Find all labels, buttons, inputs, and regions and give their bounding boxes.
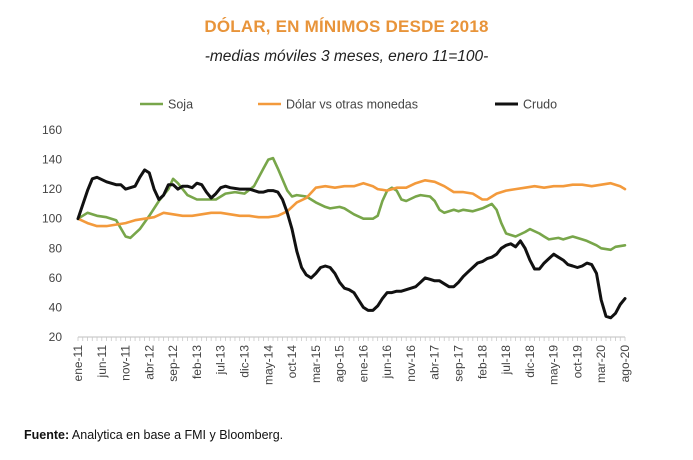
series-line-crudo [76, 168, 627, 320]
legend-label: Soja [168, 98, 193, 112]
chart-title: DÓLAR, EN MÍNIMOS DESDE 2018 [204, 17, 489, 36]
y-tick-label: 60 [49, 271, 63, 285]
y-tick-label: 140 [42, 153, 62, 167]
y-tick-label: 80 [49, 241, 63, 255]
y-tick-label: 120 [42, 182, 62, 196]
x-tick-label: sep-12 [166, 345, 180, 382]
x-tick-label: ene-11 [71, 345, 85, 382]
x-tick-label: mar-15 [309, 345, 323, 383]
x-tick-label: nov-16 [404, 345, 418, 382]
x-tick-label: may-19 [547, 345, 561, 385]
series-line-soja [76, 156, 627, 252]
x-tick-label: mar-20 [594, 345, 608, 383]
x-tick-label: nov-11 [119, 345, 133, 381]
y-tick-label: 100 [42, 212, 62, 226]
x-tick-label: jun-16 [380, 345, 394, 380]
line-chart: Soja Dólar vs otras monedas Crudo 20 40 60 80… [42, 98, 632, 386]
x-tick-label: may-14 [261, 345, 275, 385]
x-tick-label: jul-13 [214, 345, 228, 376]
y-tick-label: 20 [49, 330, 63, 344]
x-tick-label: abr-12 [142, 345, 156, 380]
x-tick-label: jul-18 [499, 345, 513, 376]
legend-label: Crudo [523, 98, 557, 112]
x-tick-label: dic-13 [237, 345, 251, 378]
source-text: Analytica en base a FMI y Bloomberg. [69, 428, 284, 442]
source-note: Fuente: Analytica en base a FMI y Bloomb… [24, 428, 283, 442]
y-tick-label: 40 [49, 300, 63, 314]
x-tick-label: ago-15 [333, 345, 347, 383]
x-tick-label: oct-19 [570, 345, 584, 379]
x-tick-label: sep-17 [452, 345, 466, 382]
series-line-dolar [76, 179, 627, 228]
x-tick-label: ago-20 [618, 345, 632, 383]
y-axis: 20 40 60 80 100 120 140 160 [42, 123, 62, 344]
chart-subtitle: -medias móviles 3 meses, enero 11=100- [204, 48, 489, 65]
x-tick-label: feb-18 [475, 345, 489, 379]
chart-legend: Soja Dólar vs otras monedas Crudo [140, 98, 557, 112]
legend-label: Dólar vs otras monedas [286, 98, 418, 112]
x-tick-label: ene-16 [356, 345, 370, 383]
x-axis: ene-11 jun-11 nov-11 abr-12 sep-12 feb-13 jul-… [71, 336, 632, 385]
x-tick-label: jun-11 [95, 345, 109, 379]
x-tick-label: oct-14 [285, 345, 299, 379]
source-label: Fuente: [24, 428, 70, 442]
x-tick-label: dic-18 [523, 345, 537, 378]
x-tick-label: feb-13 [190, 345, 204, 379]
x-tick-label: abr-17 [428, 345, 442, 380]
y-tick-label: 160 [42, 123, 62, 137]
series-layer [76, 156, 627, 320]
